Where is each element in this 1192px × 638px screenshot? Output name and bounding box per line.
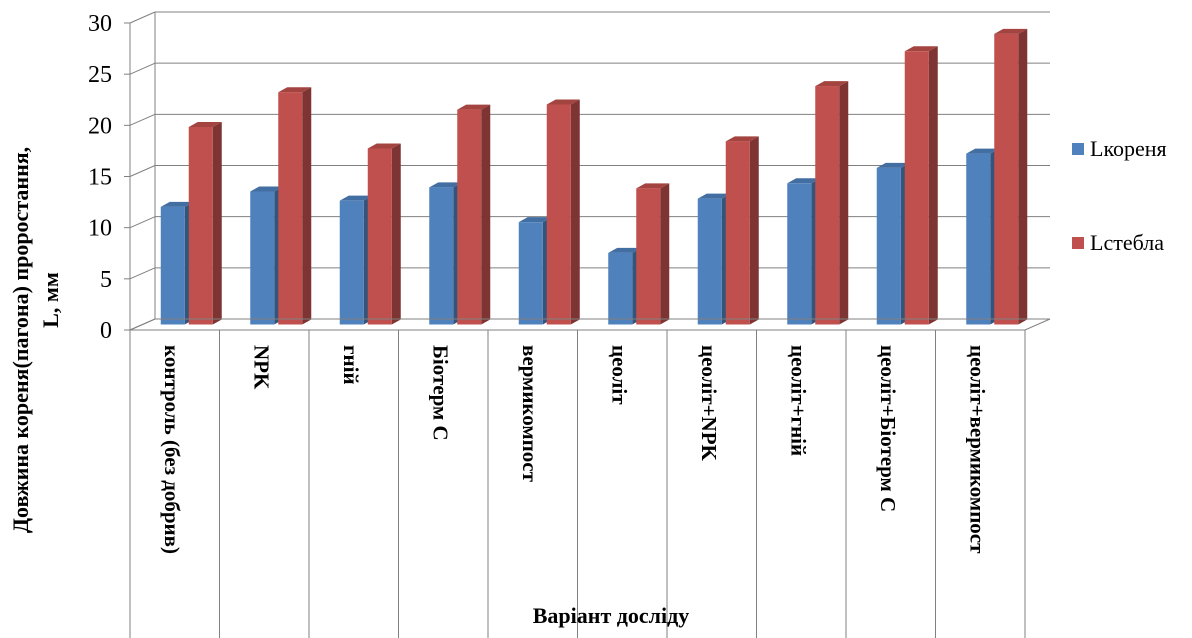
bar-side <box>660 183 670 325</box>
bar-side <box>570 99 580 325</box>
legend: Lкореня Lстебла <box>1072 136 1167 255</box>
bar-lstebla <box>994 28 1028 325</box>
bar-top <box>546 99 580 105</box>
bar-top <box>188 121 222 127</box>
bar-front <box>188 126 213 325</box>
bar-side <box>839 81 849 325</box>
bar-front <box>636 188 661 325</box>
bar-front <box>546 104 571 325</box>
bar-lstebla <box>904 46 938 325</box>
bar-top <box>904 46 938 52</box>
bar-top <box>725 136 759 142</box>
bar-lstebla <box>367 143 401 325</box>
bar-front <box>250 191 275 325</box>
bar-front <box>904 51 929 325</box>
bar-side <box>481 104 491 325</box>
y-tick-label: 30 <box>88 11 112 37</box>
bar-top <box>250 186 284 192</box>
y-tick-label: 0 <box>100 318 112 344</box>
bar-top <box>339 195 373 201</box>
bars <box>160 28 1028 325</box>
x-tick-label: NPK <box>249 345 273 390</box>
bar-front <box>787 183 812 325</box>
bar-top <box>367 143 401 149</box>
bar-front <box>815 86 840 325</box>
bar-top <box>608 247 642 253</box>
gridline-depth <box>129 165 156 177</box>
x-tick-label: вермикомпост <box>518 345 542 483</box>
bar-lstebla <box>278 87 312 325</box>
y-tick-label: 10 <box>88 216 112 242</box>
bar-top <box>876 162 910 168</box>
x-tick-label: цеоліт+вермикомпост <box>965 345 989 554</box>
bar-top <box>636 183 670 189</box>
bar-top <box>994 28 1028 34</box>
bar-front <box>725 141 750 325</box>
bar-side <box>391 143 401 325</box>
bar-top <box>457 104 491 110</box>
bar-front <box>608 252 633 325</box>
x-tick-label: цеоліт+NPK <box>697 345 721 462</box>
y-tick-label: 20 <box>88 113 112 139</box>
tick-labels: 0 5 10 15 20 25 30 контроль (без добрив) NPK гній… <box>88 11 989 554</box>
y-tick-label: 25 <box>88 62 112 88</box>
bar-front <box>876 167 901 325</box>
bar-lstebla <box>636 183 670 325</box>
bar-top <box>815 81 849 87</box>
bar-lstebla <box>457 104 491 325</box>
bar-lstebla <box>725 136 759 325</box>
legend-swatch-lkorenya <box>1072 143 1084 155</box>
bar-front <box>457 109 482 325</box>
bar-lstebla <box>546 99 580 325</box>
bar-top <box>787 178 821 184</box>
gridline-depth <box>129 11 156 24</box>
gridline-depth <box>129 267 156 280</box>
bar-side <box>749 136 759 325</box>
gridline-depth <box>129 113 156 126</box>
bar-side <box>212 121 222 325</box>
axes <box>124 12 1051 638</box>
x-tick-label: Біотерм С <box>428 345 452 441</box>
bar-top <box>429 182 463 188</box>
bar-front <box>518 222 543 325</box>
chart-floor <box>129 318 1051 331</box>
y-axis-title-line-1: Довжина кореня(пагона) проростання, <box>8 147 33 533</box>
bar-front <box>160 206 185 325</box>
bar-front <box>278 92 303 325</box>
bar-front <box>966 153 991 325</box>
x-tick-label: гній <box>339 345 363 385</box>
gridline-depth <box>129 216 156 229</box>
bar-top <box>160 201 194 207</box>
gridline-depth <box>129 62 156 75</box>
x-tick-label: цеоліт+Біотерм С <box>876 345 900 512</box>
legend-swatch-lstebla <box>1072 237 1084 249</box>
legend-label-lstebla: Lстебла <box>1090 230 1164 255</box>
y-tick-label: 5 <box>100 267 112 293</box>
y-tick-label: 15 <box>88 165 112 191</box>
bar-lstebla <box>815 81 849 325</box>
x-tick-label: цеоліт+гній <box>786 345 810 456</box>
bar-side <box>1018 28 1028 325</box>
bar-top <box>697 193 731 199</box>
bar-front <box>994 33 1019 325</box>
legend-label-lkorenya: Lкореня <box>1090 136 1167 161</box>
bar-front <box>339 200 364 325</box>
bar-front <box>367 148 392 325</box>
x-axis-title: Варіант досліду <box>533 603 689 628</box>
bar-top <box>966 148 1000 154</box>
bar-lkorenya <box>876 162 910 325</box>
bar-top <box>518 217 552 223</box>
bar-front <box>429 187 454 325</box>
bar-side <box>928 46 938 325</box>
bar-top <box>278 87 312 93</box>
bar-side <box>302 87 312 325</box>
bar-lstebla <box>188 121 222 325</box>
y-axis-title-line-2: L, мм <box>38 272 63 328</box>
x-tick-label: цеоліт <box>607 345 631 405</box>
x-tick-label: контроль (без добрив) <box>160 345 184 554</box>
bar-front <box>697 198 722 325</box>
